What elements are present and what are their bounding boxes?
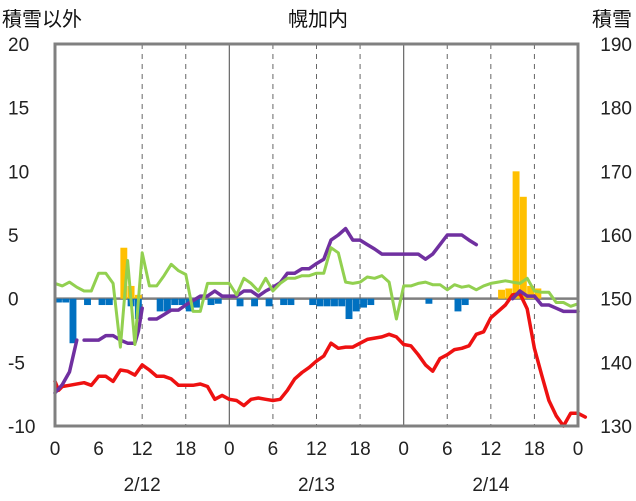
bar [519,196,527,299]
right-tick-label: 170 [600,162,632,183]
right-tick-label: 140 [600,353,632,374]
date-label: 2/12 [124,475,161,496]
series-line [510,289,580,314]
bar [171,298,179,306]
bar [309,298,317,306]
series-line [53,291,588,428]
x-tick-label: 0 [573,439,584,460]
bars [55,171,542,344]
right-tick-label: 160 [600,226,632,247]
x-tick-label: 0 [50,439,61,460]
right-tick-label: 150 [600,290,632,311]
bar [360,298,367,308]
series-line [53,338,79,395]
bar [534,288,542,299]
x-tick-label: 18 [524,439,545,460]
bar [338,298,346,307]
bar [55,298,62,303]
right-tick-label: 130 [600,417,632,438]
bar [207,298,215,306]
bar [156,298,164,312]
bar [120,247,128,299]
grid [55,44,578,426]
x-tick-label: 6 [93,439,104,460]
bar [193,298,200,308]
series-line [53,246,580,349]
bar [163,298,171,312]
left-tick-label: 10 [8,162,29,183]
right-tick-label: 190 [600,35,632,56]
date-label: 2/13 [298,475,335,496]
x-tick-label: 0 [398,439,409,460]
bar [214,298,222,304]
bar [527,285,535,299]
bar [251,298,259,307]
left-tick-label: 15 [8,99,29,120]
bar [265,298,273,307]
right-axis-label: 積雪 [592,7,632,31]
bar [178,298,186,306]
bar [62,298,70,303]
bar [98,298,106,306]
right-tick-label: 180 [600,99,632,120]
x-tick-label: 12 [132,439,153,460]
bar [323,298,331,307]
x-tick-label: 12 [306,439,327,460]
date-label: 2/14 [472,475,509,496]
left-tick-label: -10 [8,417,35,438]
x-tick-label: 6 [268,439,279,460]
bar [331,298,338,307]
lines [53,226,588,428]
bar [84,298,91,306]
x-tick-label: 18 [350,439,371,460]
left-axis-label: 積雪以外 [2,7,82,31]
bar [425,298,433,304]
bar [345,298,353,320]
bar [287,298,295,306]
bar [280,298,288,306]
bar [316,298,324,307]
bar [367,298,375,306]
bar [185,298,193,312]
x-tick-label: 0 [224,439,235,460]
plot-frame [53,42,580,428]
left-tick-label: 20 [8,35,29,56]
bar [498,289,505,299]
left-tick-label: -5 [8,353,25,374]
chart-title: 幌加内 [288,7,348,31]
bar [461,298,469,306]
bar [236,298,244,307]
bar [454,298,462,312]
bar [69,298,77,344]
left-tick-label: 5 [8,226,19,247]
left-tick-label: 0 [8,290,19,311]
x-tick-label: 6 [442,439,453,460]
bar [505,288,513,299]
bar [352,298,360,312]
x-tick-label: 18 [175,439,196,460]
bar [105,298,113,306]
x-tick-label: 12 [480,439,501,460]
bar [512,171,520,299]
